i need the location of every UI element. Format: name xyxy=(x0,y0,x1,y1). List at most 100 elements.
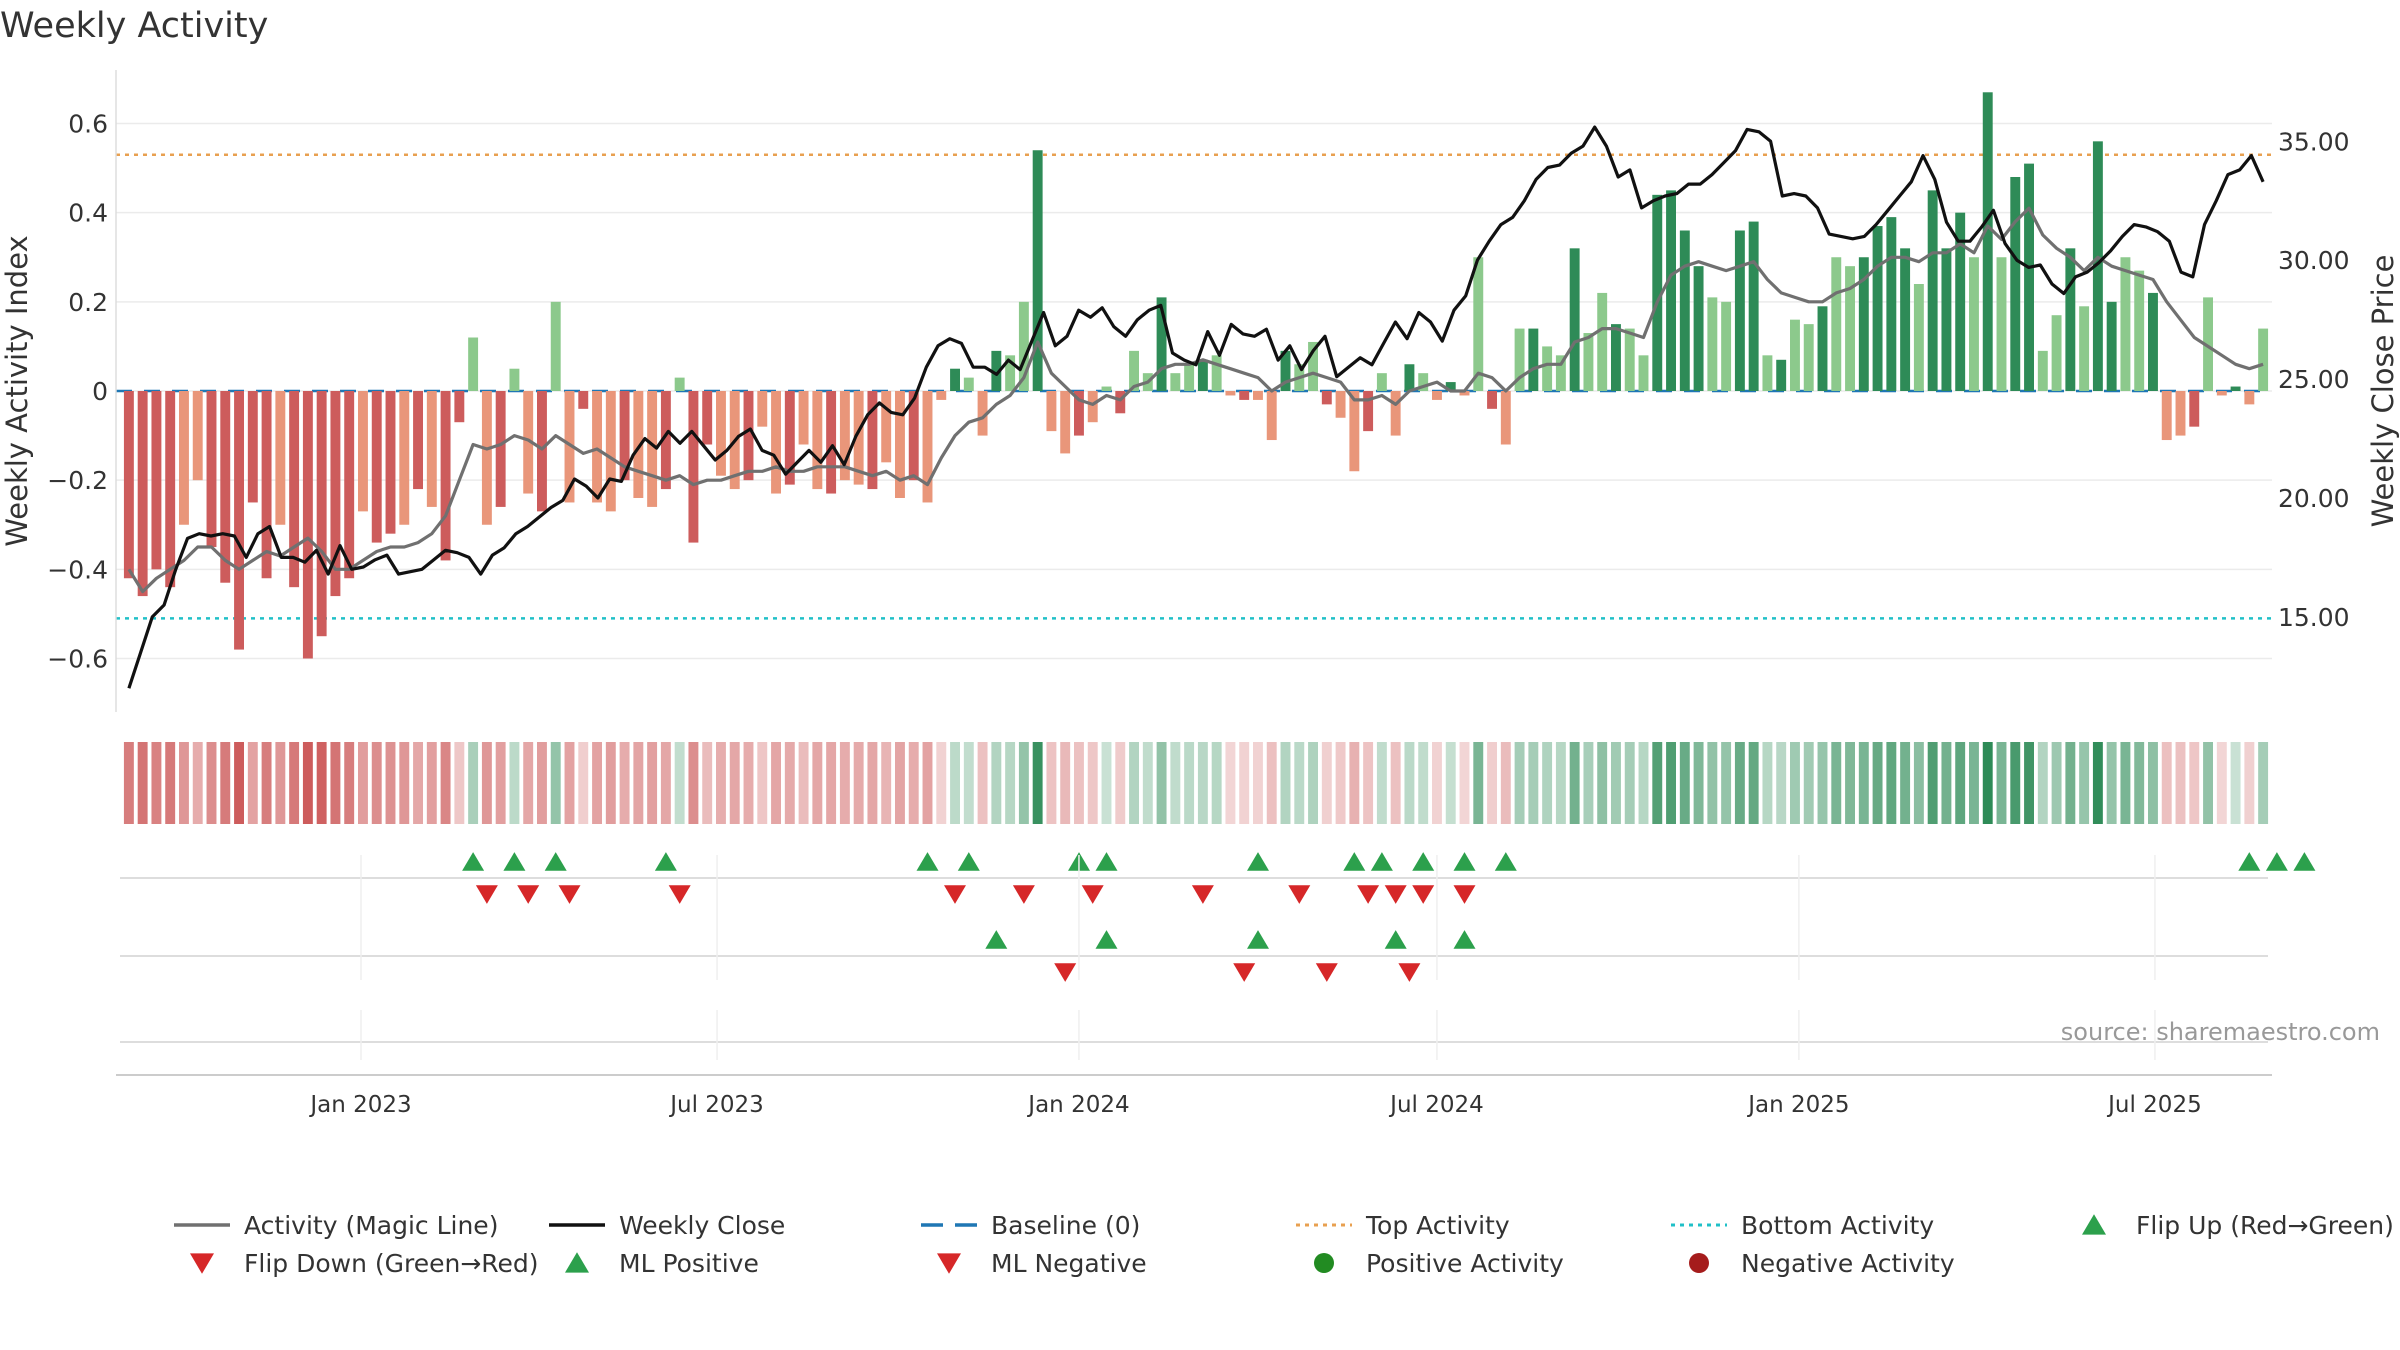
heat-cell xyxy=(936,742,947,824)
activity-bar xyxy=(1748,221,1759,391)
flip-up-marker xyxy=(1247,852,1269,871)
heat-cell xyxy=(950,742,960,824)
activity-bar xyxy=(1831,257,1842,391)
heat-cell xyxy=(275,742,286,824)
heat-cell xyxy=(247,742,258,824)
activity-bar xyxy=(123,391,134,579)
x-tick-label: Jan 2024 xyxy=(1026,1092,1129,1118)
flip-down-marker xyxy=(517,885,540,904)
heat-cell xyxy=(495,742,506,824)
heat-cell xyxy=(330,742,341,824)
heat-cell xyxy=(2258,742,2269,824)
heat-cell xyxy=(1872,742,1883,824)
activity-bar xyxy=(895,391,905,498)
activity-bar xyxy=(523,391,534,494)
flip-markers xyxy=(116,852,2316,1076)
activity-bar xyxy=(1969,257,1979,391)
activity-bar xyxy=(1583,333,1594,391)
flip-up-marker xyxy=(1343,852,1366,871)
activity-bar xyxy=(688,391,699,543)
heat-cell xyxy=(1666,742,1676,824)
y-left-tick-label: −0.4 xyxy=(47,555,108,584)
activity-bar xyxy=(1390,391,1401,436)
heat-cell xyxy=(1335,742,1346,824)
heat-cell xyxy=(1982,742,1993,824)
heat-cell xyxy=(2175,742,2186,824)
flip-down-marker xyxy=(944,885,966,904)
activity-bar xyxy=(1253,391,1263,400)
activity-bar xyxy=(2051,315,2062,391)
activity-bar xyxy=(316,391,327,637)
heat-cell xyxy=(1197,742,1208,824)
heat-cell xyxy=(1790,742,1800,824)
heat-cell xyxy=(2244,742,2255,824)
heat-cell xyxy=(1005,742,1016,824)
activity-bar xyxy=(1459,391,1470,396)
heat-cell xyxy=(674,742,685,824)
activity-bar xyxy=(1996,257,2007,391)
activity-bar xyxy=(1762,355,1773,391)
heat-cell xyxy=(1418,742,1429,824)
heat-cell xyxy=(1569,742,1580,824)
heat-cell xyxy=(619,742,630,824)
legend-label: ML Positive xyxy=(619,1249,759,1278)
activity-bar xyxy=(1473,257,1484,391)
activity-bar xyxy=(1197,359,1208,391)
flip-up-marker xyxy=(462,852,485,871)
activity-bar xyxy=(963,377,974,391)
activity-bar xyxy=(1611,324,1621,391)
ml-negative-marker xyxy=(1054,963,1077,982)
activity-bar xyxy=(1679,230,1690,391)
heat-cell xyxy=(2010,742,2021,824)
x-tick-label: Jul 2023 xyxy=(668,1092,764,1118)
activity-bar xyxy=(2216,391,2227,396)
heat-cell xyxy=(1404,742,1415,824)
heat-cell xyxy=(592,742,602,824)
heat-cell xyxy=(963,742,974,824)
heat-cell xyxy=(578,742,589,824)
activity-bar xyxy=(2092,141,2103,391)
heat-cell xyxy=(413,742,423,824)
heat-cell xyxy=(1803,742,1814,824)
heat-cell xyxy=(123,742,134,824)
flip-up-marker xyxy=(2293,852,2316,871)
legend-label: Bottom Activity xyxy=(1741,1211,1934,1240)
activity-bar xyxy=(1060,391,1071,454)
activity-bar xyxy=(1528,328,1539,391)
heat-cell xyxy=(716,742,726,824)
x-tick-label: Jul 2024 xyxy=(1388,1092,1484,1118)
heat-cell xyxy=(688,742,699,824)
activity-bar xyxy=(1858,257,1869,391)
y-right-tick-label: 15.00 xyxy=(2278,603,2350,632)
activity-bar xyxy=(2148,292,2158,391)
activity-bar xyxy=(1363,391,1374,432)
activity-bar xyxy=(1845,266,1855,391)
series-lines xyxy=(127,125,2265,689)
activity-bar xyxy=(1487,391,1497,409)
heat-cell xyxy=(1087,742,1098,824)
activity-bar xyxy=(853,391,864,485)
activity-bar xyxy=(619,391,630,481)
heat-cell xyxy=(1376,742,1387,824)
legend-label: ML Negative xyxy=(991,1249,1147,1278)
heat-cell xyxy=(605,742,616,824)
activity-bar xyxy=(2203,297,2213,391)
axes: 0.6 0.4 0.2 0 −0.2 −0.4 −0.6 35.00 30.00 25.00 20.… xyxy=(47,70,2350,712)
heat-cell xyxy=(1060,742,1071,824)
heat-cell xyxy=(1996,742,2007,824)
legend-item: Activity (Magic Line) xyxy=(174,1211,498,1240)
x-axis: Jan 2023 Jul 2023 Jan 2024 Jul 2024 Jan 2025… xyxy=(308,855,2202,1118)
heat-cell xyxy=(1101,742,1112,824)
activity-bar xyxy=(1776,359,1787,391)
activity-bar xyxy=(1597,292,1608,391)
heat-cell xyxy=(1225,742,1236,824)
heat-cell xyxy=(234,742,244,824)
activity-bar xyxy=(1087,391,1098,423)
heat-cell xyxy=(426,742,437,824)
activity-bar xyxy=(991,350,1002,391)
flip-down-marker xyxy=(668,885,691,904)
heat-cell xyxy=(2230,742,2241,824)
legend-swatch xyxy=(2082,1214,2106,1235)
activity-bar xyxy=(302,391,313,659)
activity-bar xyxy=(289,391,300,588)
